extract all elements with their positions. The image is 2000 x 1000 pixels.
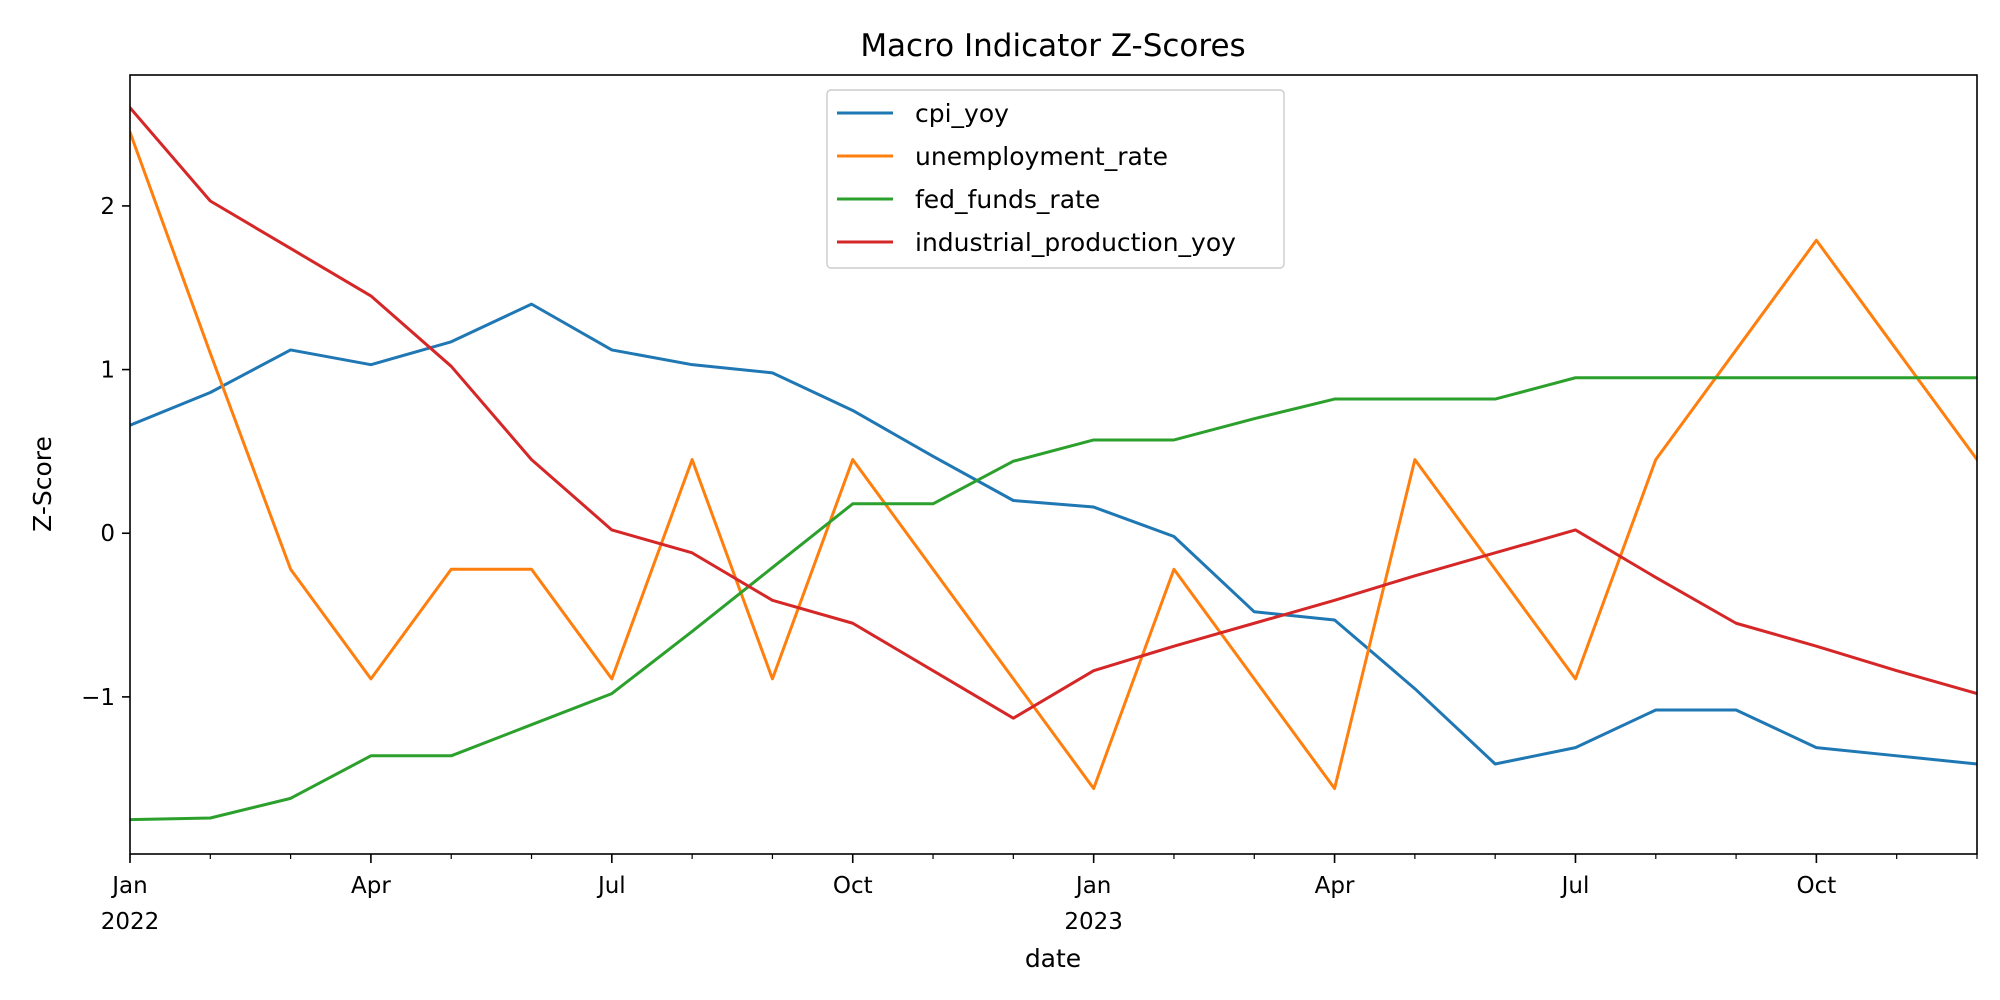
legend-box: [826, 89, 1285, 269]
x-tick-label: Apr: [1315, 873, 1355, 899]
y-tick-label: −1: [81, 685, 115, 711]
x-tick-year-label: 2022: [101, 909, 160, 935]
y-tick-label: 1: [100, 358, 115, 384]
x-tick-label: Jan: [110, 873, 147, 899]
legend-entry: unemployment_rate: [915, 142, 1168, 171]
series-line-cpi-yoy: [130, 302, 1977, 766]
chart-title: Macro Indicator Z-Scores: [860, 28, 1245, 64]
x-tick-label: Oct: [1797, 873, 1837, 899]
x-tick-label: Apr: [351, 873, 391, 899]
x-tick-year-label: 2023: [1064, 909, 1123, 935]
series-line-unemployment-rate: [130, 130, 1977, 791]
x-tick-label: Oct: [833, 873, 873, 899]
legend-entry: industrial_production_yoy: [915, 228, 1236, 257]
x-axis-label: date: [1025, 944, 1081, 973]
plot-frame: [129, 74, 1978, 855]
series-line-industrial-production-yoy: [130, 105, 1977, 720]
legend-entry: cpi_yoy: [915, 99, 1009, 128]
legend: cpi_yoy unemployment_rate fed_funds_ratein…: [826, 89, 1285, 269]
x-tick-label: Jan: [1074, 873, 1111, 899]
plot-area: −1 0 1 2 Jan 2022 Apr Jul Oct Jan 2023 Apr Jul Oct cpi…: [81, 74, 1978, 935]
y-axis-label: Z-Score: [28, 436, 57, 532]
y-tick-label: 0: [100, 521, 115, 547]
series-line-fed-funds-rate: [130, 376, 1977, 822]
series-group: [130, 105, 1977, 822]
y-tick-label: 2: [100, 194, 115, 220]
legend-entry: fed_funds_rate: [915, 185, 1100, 214]
x-tick-label: Jul: [1560, 873, 1590, 899]
x-tick-label: Jul: [596, 873, 626, 899]
